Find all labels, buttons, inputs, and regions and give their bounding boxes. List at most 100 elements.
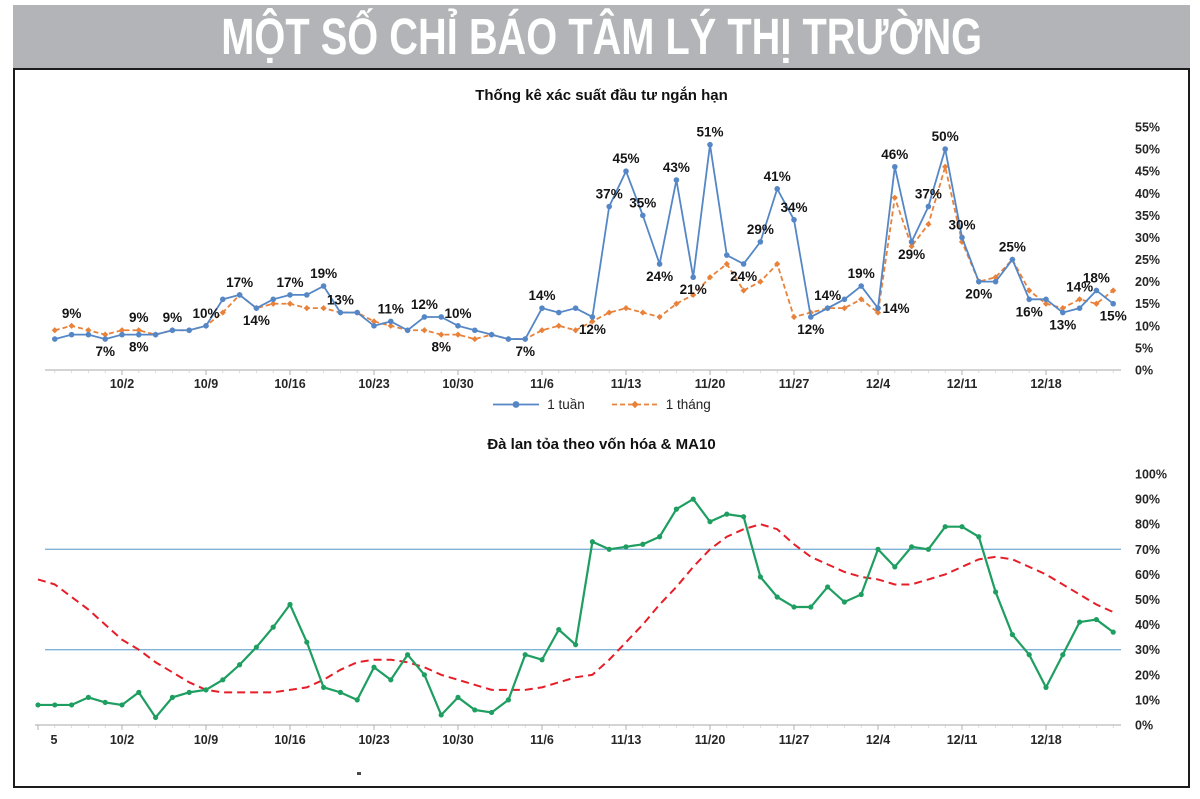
top-x-tick-label: 10/16 bbox=[274, 377, 305, 391]
breadth-series-marker bbox=[69, 702, 75, 708]
top-x-tick-label: 11/27 bbox=[779, 377, 810, 391]
bottom-y-tick-label: 80% bbox=[1135, 518, 1160, 532]
month-series-marker bbox=[320, 305, 327, 312]
week-series-marker bbox=[270, 296, 276, 303]
bottom-x-tick-label: 11/20 bbox=[695, 733, 726, 747]
month-series-marker bbox=[68, 322, 75, 329]
bottom-y-tick-label: 90% bbox=[1135, 493, 1160, 507]
breadth-series-marker bbox=[707, 519, 713, 525]
week-series-marker bbox=[942, 146, 948, 152]
bottom-y-tick-label: 50% bbox=[1135, 593, 1160, 607]
top-y-tick-label: 0% bbox=[1135, 364, 1153, 378]
week-series-marker bbox=[186, 327, 192, 334]
data-point-label: 25% bbox=[999, 240, 1026, 255]
week-line-sample-icon bbox=[493, 401, 540, 408]
breadth-series-marker bbox=[858, 591, 864, 598]
data-point-label: 14% bbox=[882, 301, 909, 316]
data-point-label: 9% bbox=[129, 310, 149, 325]
bottom-x-tick-label: 10/2 bbox=[110, 733, 134, 747]
data-point-label: 7% bbox=[515, 344, 535, 359]
week-series-marker bbox=[572, 305, 579, 311]
data-point-label: 14% bbox=[528, 288, 555, 303]
week-series-marker bbox=[539, 305, 545, 311]
month-series-marker bbox=[118, 327, 126, 334]
bottom-y-tick-label: 100% bbox=[1135, 468, 1167, 482]
week-series-marker bbox=[959, 234, 965, 241]
week-series-marker bbox=[152, 331, 159, 338]
ma10-series-line bbox=[37, 523, 1114, 694]
breadth-series-marker bbox=[976, 534, 982, 540]
week-series-marker bbox=[320, 283, 327, 289]
month-series-marker bbox=[1042, 300, 1050, 307]
week-series-marker bbox=[1043, 296, 1049, 303]
week-series-marker bbox=[371, 323, 377, 329]
week-series-marker bbox=[908, 239, 915, 245]
breadth-series-marker bbox=[1026, 652, 1032, 658]
week-series-marker bbox=[724, 252, 730, 258]
top-y-tick-label: 55% bbox=[1135, 121, 1160, 135]
data-point-label: 9% bbox=[163, 310, 183, 325]
legend-week-label: 1 tuần bbox=[547, 397, 585, 412]
month-series-marker bbox=[135, 327, 142, 334]
bottom-x-tick-label: 12/18 bbox=[1030, 733, 1061, 747]
data-point-label: 19% bbox=[848, 266, 875, 281]
week-series-marker bbox=[1110, 300, 1116, 307]
month-series-marker bbox=[942, 163, 949, 170]
breadth-series-marker bbox=[455, 694, 461, 700]
legend-month-label: 1 tháng bbox=[665, 397, 711, 412]
week-series-line bbox=[54, 144, 1114, 341]
month-series-marker bbox=[1076, 296, 1083, 303]
breadth-series-marker bbox=[841, 599, 848, 605]
week-series-marker bbox=[690, 274, 696, 281]
month-series-marker bbox=[538, 327, 546, 334]
data-point-label: 9% bbox=[62, 306, 82, 321]
top-y-tick-label: 20% bbox=[1135, 275, 1160, 289]
week-series-marker bbox=[102, 336, 108, 342]
data-point-label: 45% bbox=[612, 151, 639, 166]
week-series-marker bbox=[925, 203, 932, 210]
bottom-y-tick-label: 60% bbox=[1135, 568, 1160, 582]
bottom-y-tick-label: 70% bbox=[1135, 543, 1160, 557]
month-series-marker bbox=[706, 274, 714, 281]
week-series-marker bbox=[220, 296, 226, 303]
breadth-series-marker bbox=[623, 544, 629, 550]
breadth-series-marker bbox=[959, 524, 965, 530]
week-series-marker bbox=[388, 318, 394, 325]
data-point-label: 30% bbox=[948, 217, 975, 232]
week-series-marker bbox=[253, 305, 260, 311]
week-series-marker bbox=[421, 314, 428, 320]
top-y-tick-label: 35% bbox=[1135, 209, 1160, 223]
month-series-marker bbox=[740, 287, 747, 294]
top-y-tick-label: 45% bbox=[1135, 165, 1160, 179]
week-series-marker bbox=[589, 314, 596, 320]
week-series-marker bbox=[1009, 256, 1016, 263]
breadth-series-marker bbox=[304, 639, 310, 645]
data-point-label: 13% bbox=[327, 293, 354, 308]
top-y-tick-label: 50% bbox=[1135, 143, 1160, 157]
month-series-marker bbox=[387, 322, 394, 329]
month-series-marker bbox=[102, 331, 109, 338]
week-series-marker bbox=[1026, 296, 1032, 303]
week-series-marker bbox=[757, 239, 764, 245]
month-series-marker bbox=[622, 305, 630, 312]
week-series-marker bbox=[287, 292, 293, 298]
top-y-tick-label: 5% bbox=[1135, 341, 1153, 355]
week-series-marker bbox=[505, 336, 512, 342]
breadth-series-marker bbox=[237, 662, 243, 668]
data-point-label: 24% bbox=[730, 269, 757, 284]
month-series-line bbox=[54, 166, 1114, 341]
bottom-x-tick-label: 10/16 bbox=[274, 733, 305, 747]
data-point-label: 12% bbox=[797, 322, 824, 337]
bottom-x-tick-label: 11/13 bbox=[611, 733, 642, 747]
data-point-label: 18% bbox=[1083, 270, 1110, 285]
breadth-series-marker bbox=[337, 689, 343, 695]
data-point-label: 14% bbox=[243, 313, 270, 328]
month-series-marker bbox=[656, 313, 663, 321]
breadth-series-marker bbox=[573, 642, 579, 648]
breadth-series-marker bbox=[186, 689, 192, 695]
top-x-tick-label: 10/23 bbox=[358, 377, 389, 391]
month-series-marker bbox=[1093, 300, 1100, 307]
data-point-label: 8% bbox=[431, 340, 451, 355]
month-series-marker bbox=[303, 305, 310, 312]
